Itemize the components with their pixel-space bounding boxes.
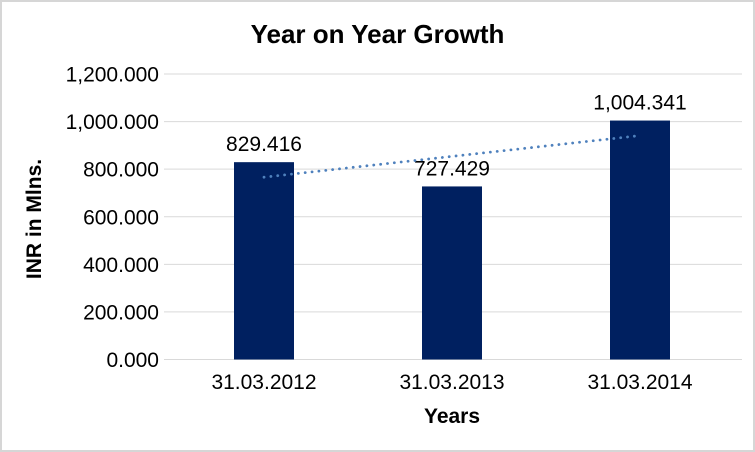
y-tick-label: 800.000 — [83, 159, 159, 182]
bar — [422, 186, 482, 360]
bar-value-label: 1,004.341 — [593, 92, 686, 115]
y-tick-label: 200.000 — [83, 301, 159, 324]
bar-value-label: 727.429 — [414, 157, 490, 180]
y-tick-label: 0.000 — [106, 349, 159, 372]
y-tick-label: 400.000 — [83, 254, 159, 277]
x-category-label: 31.03.2014 — [587, 371, 692, 394]
bar — [234, 162, 294, 360]
chart-title: Year on Year Growth — [250, 19, 505, 49]
y-tick-label: 600.000 — [83, 206, 159, 229]
bar — [610, 120, 670, 360]
y-tick-label: 1,200.000 — [66, 64, 159, 87]
x-category-label: 31.03.2012 — [211, 371, 316, 394]
x-axis-title: Years — [423, 405, 481, 428]
trendline — [262, 134, 642, 179]
x-category-label: 31.03.2013 — [399, 371, 504, 394]
y-tick-label: 1,000.000 — [66, 111, 159, 134]
bar-value-label: 829.416 — [226, 133, 302, 156]
